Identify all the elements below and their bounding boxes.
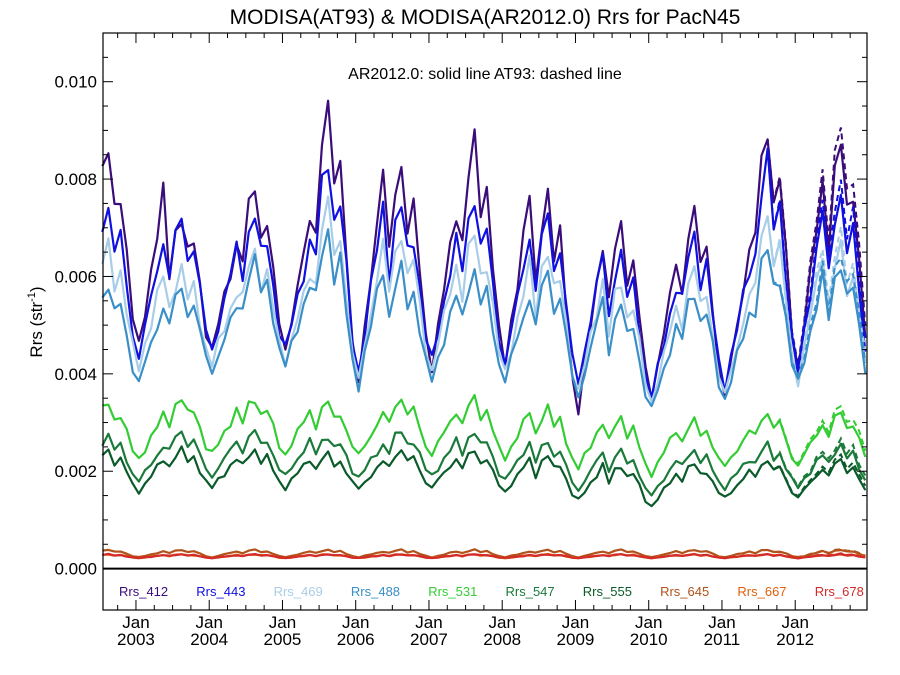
plot-frame [102,32,868,611]
x-tick-month: Jan [562,613,589,632]
legend-entry-Rrs_678: Rrs_678 [815,584,864,599]
y-axis-label: Rrs (str-1) [26,286,46,357]
axes: 0.0000.0020.0040.0060.0080.010Jan2003Jan… [54,32,868,649]
legend-entry-Rrs_488: Rrs_488 [351,584,400,599]
x-tick-year: 2012 [776,630,814,649]
series-line-Rrs_443 [101,147,867,400]
series-dashed-Rrs_547 [766,436,867,489]
series-dashed-Rrs_678 [767,552,866,560]
series-dashed-Rrs_412 [766,127,867,366]
y-tick-label: 0.002 [54,462,97,481]
y-tick-label: 0.008 [54,170,97,189]
chart-title: MODISA(AT93) & MODISA(AR2012.0) Rrs for … [230,6,741,29]
x-tick-month: Jan [196,613,223,632]
legend-entry-Rrs_645: Rrs_645 [660,584,709,599]
x-tick-month: Jan [489,613,516,632]
y-axis-label-close: ) [27,286,46,292]
series-line-Rrs_547 [101,428,867,497]
series-line-Rrs_488 [101,228,867,408]
legend-entry-Rrs_412: Rrs_412 [119,584,168,599]
legend-entry-Rrs_531: Rrs_531 [428,584,477,599]
x-tick-month: Jan [342,613,369,632]
series-line-Rrs_555 [101,445,867,508]
x-tick-month: Jan [635,613,662,632]
series-line-Rrs_531 [102,394,867,479]
x-tick-year: 2008 [483,630,521,649]
line-style-annotation: AR2012.0: solid line AT93: dashed line [348,66,622,83]
legend-entry-Rrs_555: Rrs_555 [583,584,632,599]
series-dashed-Rrs_555 [766,452,867,498]
x-tick-year: 2007 [410,630,448,649]
series-line-Rrs_412 [101,99,867,416]
legend-entry-Rrs_547: Rrs_547 [506,584,555,599]
series-line-Rrs_469 [101,195,867,403]
y-tick-label: 0.004 [54,365,97,384]
legend-entry-Rrs_469: Rrs_469 [274,584,323,599]
x-tick-year: 2010 [630,630,668,649]
legend-entry-Rrs_667: Rrs_667 [737,584,786,599]
series-layer [101,99,867,560]
y-tick-label: 0.010 [54,73,97,92]
series-line-Rrs_645 [102,548,866,559]
y-tick-label: 0.000 [54,560,97,579]
x-tick-year: 2006 [337,630,375,649]
series-dashed-Rrs_645 [767,548,866,558]
series-line-Rrs_678 [102,552,866,560]
y-axis-label-superscript: -1 [26,292,38,302]
x-tick-month: Jan [708,613,735,632]
x-tick-year: 2005 [264,630,302,649]
y-axis-label-text: Rrs (str [27,302,46,358]
series-dashed-Rrs_531 [766,404,867,466]
x-tick-year: 2011 [704,630,741,649]
y-tick-label: 0.006 [54,267,97,286]
x-tick-month: Jan [415,613,442,632]
x-tick-month: Jan [782,613,809,632]
x-tick-month: Jan [269,613,296,632]
x-tick-year: 2009 [557,630,595,649]
series-dashed-Rrs_488 [766,249,867,378]
x-tick-year: 2003 [117,630,155,649]
x-tick-month: Jan [122,613,149,632]
legend-entry-Rrs_443: Rrs_443 [196,584,245,599]
legend: Rrs_412 Rrs_443 Rrs_469 Rrs_488 Rrs_531 Rrs_5… [119,584,864,599]
x-tick-year: 2004 [190,630,228,649]
series-dashed-Rrs_443 [766,148,867,371]
series-dashed-Rrs_469 [766,215,867,384]
